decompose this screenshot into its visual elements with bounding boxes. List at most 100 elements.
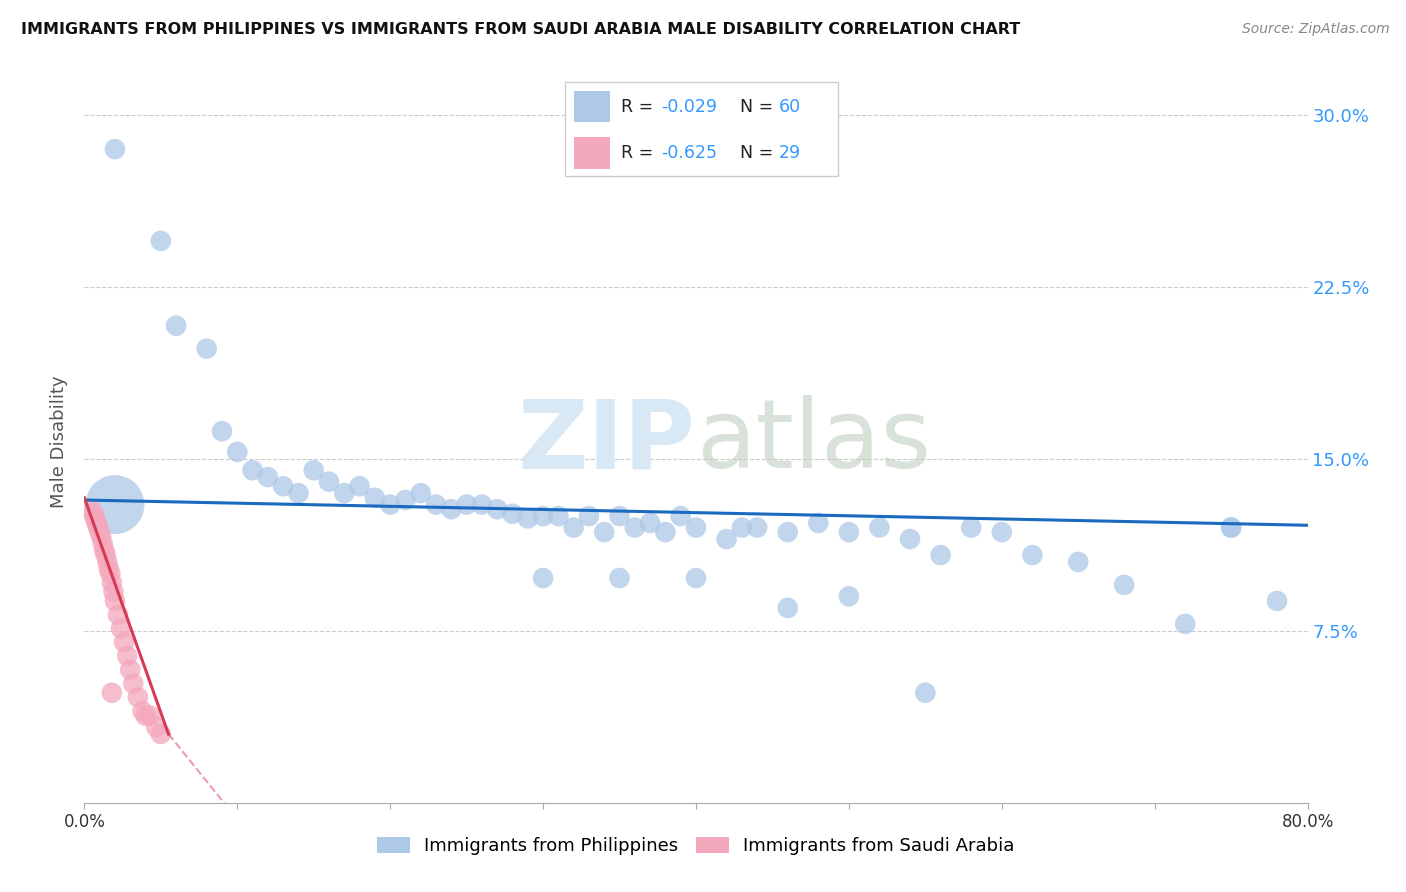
Point (685, 571, 707, 585)
Point (1174, 616, 1197, 631)
Point (110, 622, 132, 636)
Point (380, 498, 402, 512)
Text: IMMIGRANTS FROM PHILIPPINES VS IMMIGRANTS FROM SAUDI ARABIA MALE DISABILITY CORR: IMMIGRANTS FROM PHILIPPINES VS IMMIGRANT… (21, 22, 1021, 37)
FancyBboxPatch shape (565, 82, 838, 177)
Point (87, 520, 110, 534)
Point (394, 493, 416, 508)
Point (257, 470, 280, 484)
Point (1265, 594, 1288, 608)
Point (98, 566, 121, 581)
Point (807, 516, 830, 530)
Point (486, 502, 509, 516)
Point (838, 590, 860, 604)
Point (195, 342, 218, 356)
Text: -0.029: -0.029 (661, 98, 717, 116)
Point (107, 607, 129, 622)
Point (502, 507, 524, 521)
Point (131, 704, 153, 718)
Legend: Immigrants from Philippines, Immigrants from Saudi Arabia: Immigrants from Philippines, Immigrants … (370, 830, 1022, 863)
Point (609, 571, 631, 585)
Text: R =: R = (621, 144, 659, 161)
Text: 60: 60 (779, 98, 801, 116)
Point (960, 520, 983, 534)
Point (609, 509, 631, 524)
Point (456, 498, 478, 512)
Point (1067, 555, 1090, 569)
Text: -0.625: -0.625 (661, 144, 717, 161)
Point (776, 525, 799, 540)
Point (1021, 548, 1043, 562)
Point (139, 708, 162, 723)
Point (211, 424, 233, 438)
Point (440, 502, 463, 516)
Point (242, 463, 264, 477)
Point (96, 555, 118, 569)
Point (593, 525, 616, 540)
Point (101, 575, 124, 590)
Text: R =: R = (621, 98, 659, 116)
Point (94, 548, 117, 562)
Point (165, 318, 187, 333)
Point (1220, 520, 1243, 534)
FancyBboxPatch shape (574, 91, 610, 122)
Point (84, 511, 107, 525)
Point (120, 663, 142, 677)
Text: Source: ZipAtlas.com: Source: ZipAtlas.com (1241, 22, 1389, 37)
Point (135, 708, 157, 723)
Point (776, 600, 799, 615)
Point (638, 516, 661, 530)
Point (547, 509, 569, 524)
Text: N =: N = (740, 98, 779, 116)
Point (145, 720, 167, 734)
Point (226, 445, 249, 459)
Text: 29: 29 (779, 144, 801, 161)
Point (93, 543, 115, 558)
Text: atlas: atlas (696, 395, 931, 488)
Point (654, 525, 676, 540)
Point (103, 584, 125, 599)
Point (127, 690, 149, 705)
Point (90, 530, 112, 544)
Point (86, 516, 108, 530)
Point (287, 486, 309, 500)
Point (149, 234, 172, 248)
Point (79, 502, 101, 516)
Point (747, 520, 769, 534)
Point (624, 520, 647, 534)
Point (578, 509, 600, 524)
Point (101, 686, 124, 700)
Point (97, 562, 120, 576)
Point (364, 491, 387, 505)
Point (531, 509, 554, 524)
Point (302, 463, 325, 477)
Point (91, 536, 114, 550)
Point (104, 594, 127, 608)
Point (122, 676, 145, 690)
Point (516, 511, 538, 525)
Point (104, 498, 127, 512)
Point (104, 142, 127, 156)
Point (898, 532, 921, 546)
Point (318, 475, 340, 489)
Point (149, 727, 172, 741)
Text: N =: N = (740, 144, 779, 161)
Point (991, 525, 1014, 540)
Point (716, 532, 738, 546)
Point (349, 479, 371, 493)
Point (1220, 520, 1243, 534)
Point (425, 498, 447, 512)
Point (83, 507, 105, 521)
Text: ZIP: ZIP (517, 395, 696, 488)
Point (333, 486, 356, 500)
Point (471, 498, 494, 512)
Point (669, 509, 692, 524)
Point (112, 635, 135, 649)
Point (115, 648, 138, 663)
Point (914, 686, 936, 700)
Point (89, 525, 111, 540)
Point (1114, 578, 1136, 592)
Point (531, 571, 554, 585)
Point (731, 520, 754, 534)
FancyBboxPatch shape (574, 137, 610, 169)
Point (869, 520, 891, 534)
